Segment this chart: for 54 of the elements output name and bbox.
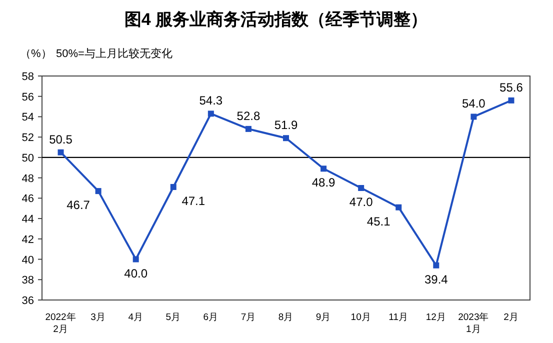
y-tick-label: 44 — [22, 214, 34, 226]
data-label: 46.7 — [66, 198, 90, 212]
y-tick-label: 38 — [22, 274, 34, 287]
x-tick-label: 4月 — [128, 312, 144, 323]
data-label: 48.9 — [312, 176, 336, 190]
point — [396, 204, 402, 210]
x-tick-label: 7月 — [240, 312, 256, 323]
point — [58, 149, 64, 156]
data-label: 45.1 — [366, 214, 391, 228]
y-tick-label: 42 — [22, 234, 34, 246]
y-axis-title: （%） — [20, 48, 52, 60]
data-label: 40.0 — [124, 266, 148, 280]
y-tick-label: 40 — [22, 254, 34, 266]
point — [358, 185, 364, 191]
data-label: 55.6 — [500, 80, 524, 94]
point — [132, 256, 139, 262]
chart-title: 图4 服务业商务活动指数（经季节调整） — [124, 10, 428, 29]
point — [433, 262, 440, 268]
y-tick-label: 56 — [22, 91, 34, 104]
x-tick-label: 11月 — [388, 312, 409, 323]
x-tick-label: 2月 — [504, 312, 519, 323]
point — [95, 188, 102, 194]
data-label: 47.0 — [349, 195, 374, 209]
data-label: 50.5 — [49, 132, 73, 146]
y-tick-label: 52 — [22, 132, 34, 144]
data-label: 52.8 — [236, 108, 260, 123]
x-tick-label: 2022年 2月 — [45, 311, 76, 335]
x-tick-label: 10月 — [350, 312, 372, 323]
text: 50%=与上月比较无变化 — [56, 47, 172, 60]
point — [208, 110, 214, 117]
x-tick-label: 9月 — [316, 312, 332, 323]
point — [170, 184, 176, 190]
point — [508, 97, 514, 104]
x-tick-label: 5月 — [166, 312, 182, 323]
x-tick-label: 12月 — [426, 312, 446, 323]
point — [470, 114, 477, 120]
y-tick-label: 54 — [22, 112, 34, 124]
data-label: 51.9 — [274, 118, 298, 132]
y-tick-label: 50 — [22, 152, 34, 164]
x-tick-label: 2023年 1月 — [458, 311, 490, 335]
y-tick-label: 46 — [22, 193, 34, 206]
data-label: 54.3 — [199, 94, 223, 108]
data-label: 54.0 — [462, 96, 486, 111]
x-tick-label: 8月 — [278, 312, 294, 323]
data-label: 39.4 — [424, 272, 448, 286]
point — [283, 135, 289, 142]
y-tick-label: 36 — [22, 295, 34, 307]
data-label: 47.1 — [182, 194, 206, 208]
x-tick-label: 3月 — [90, 312, 106, 323]
y-tick-label: 58 — [22, 71, 34, 83]
x-tick-label: 6月 — [203, 312, 219, 323]
point — [245, 126, 252, 132]
y-tick-label: 48 — [22, 172, 34, 185]
point — [320, 166, 327, 172]
